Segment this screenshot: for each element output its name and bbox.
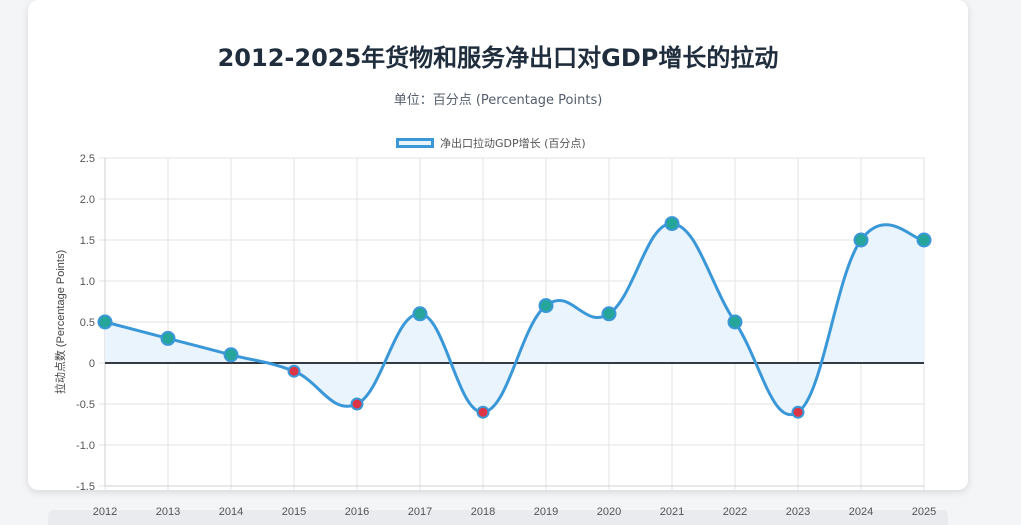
x-tick-label: 2023	[786, 506, 810, 518]
bottom-panel	[48, 510, 948, 525]
data-points	[97, 216, 932, 419]
data-point[interactable]	[287, 364, 301, 378]
y-tick-label: 1.5	[80, 235, 95, 247]
y-tick-label: 1.0	[80, 276, 95, 288]
y-tick-label: 0.5	[80, 317, 95, 329]
x-tick-label: 2022	[723, 506, 747, 518]
data-point[interactable]	[853, 232, 869, 248]
y-axis-ticks: 2.5 2.0 1.5 1.0 0.5 0 -0.5 -1.0 -1.5	[76, 153, 95, 493]
data-point[interactable]	[664, 216, 680, 232]
data-point[interactable]	[538, 298, 554, 314]
x-tick-label: 2012	[93, 506, 117, 518]
area-fill	[105, 223, 924, 415]
y-tick-label: -0.5	[76, 399, 95, 411]
chart-card	[28, 0, 968, 490]
x-tick-label: 2015	[282, 506, 306, 518]
data-point[interactable]	[476, 405, 490, 419]
x-axis-ticks: 2012 2013 2014 2015 2016 2017 2018 2019 2020 2021…	[93, 506, 936, 518]
data-point[interactable]	[160, 330, 176, 346]
chart-subtitle: 单位：百分点 (Percentage Points)	[393, 93, 603, 108]
x-tick-label: 2021	[660, 506, 684, 518]
x-tick-label: 2024	[849, 506, 873, 518]
y-tick-label: 2.5	[80, 153, 95, 165]
x-tick-label: 2016	[345, 506, 369, 518]
data-point[interactable]	[916, 232, 932, 248]
data-point[interactable]	[223, 347, 239, 363]
data-point[interactable]	[791, 405, 805, 419]
y-tick-label: 2.0	[80, 194, 95, 206]
x-tick-label: 2018	[471, 506, 495, 518]
y-tick-label: -1.5	[76, 481, 95, 493]
y-tick-label: -1.0	[76, 440, 95, 452]
legend-label: 净出口拉动GDP增长 (百分点)	[440, 137, 586, 150]
x-tick-label: 2020	[597, 506, 621, 518]
data-point[interactable]	[601, 306, 617, 322]
chart-legend[interactable]: 净出口拉动GDP增长 (百分点)	[396, 134, 586, 152]
grid-lines	[99, 157, 925, 492]
x-tick-label: 2019	[534, 506, 558, 518]
data-point[interactable]	[97, 314, 113, 330]
legend-swatch	[396, 138, 434, 148]
y-tick-label: 0	[89, 358, 95, 370]
x-tick-label: 2014	[219, 506, 243, 518]
x-tick-label: 2017	[408, 506, 432, 518]
y-axis-label: 拉动点数 (Percentage Points)	[53, 250, 67, 394]
data-point[interactable]	[350, 397, 364, 411]
x-tick-label: 2013	[156, 506, 180, 518]
data-point[interactable]	[412, 306, 428, 322]
data-point[interactable]	[727, 314, 743, 330]
chart-title: 2012-2025年货物和服务净出口对GDP增长的拉动	[217, 44, 779, 72]
x-tick-label: 2025	[912, 506, 936, 518]
